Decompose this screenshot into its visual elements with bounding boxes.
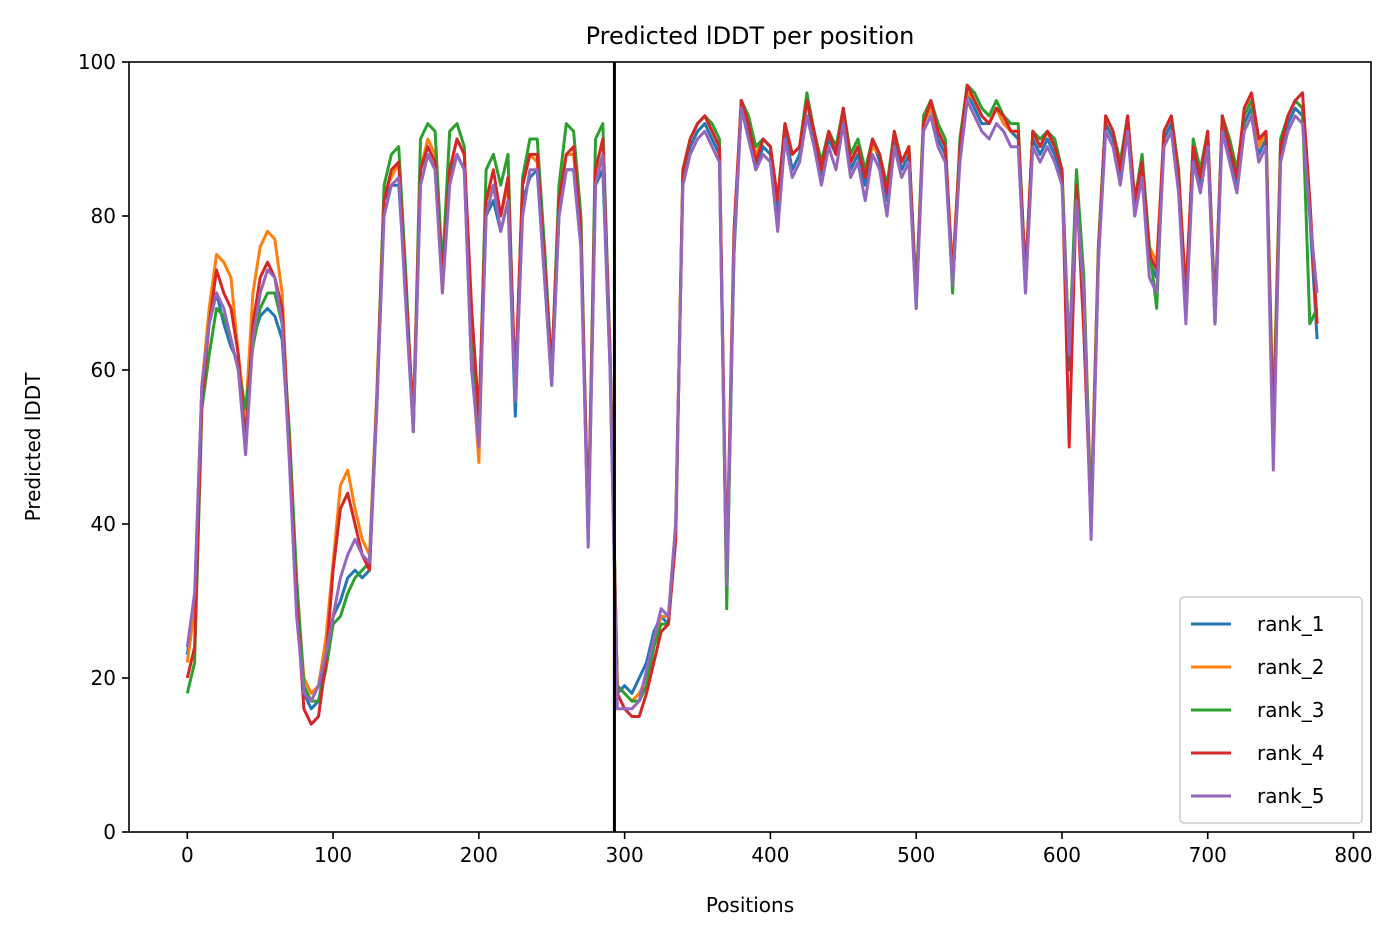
plot-frame — [128, 61, 1372, 833]
x-axis-title: Positions — [706, 893, 794, 917]
x-tick-label: 700 — [1189, 843, 1227, 867]
legend-label: rank_5 — [1257, 784, 1324, 808]
legend-label: rank_4 — [1257, 741, 1324, 765]
legend-label: rank_3 — [1257, 698, 1324, 722]
x-tick-label: 400 — [751, 843, 789, 867]
y-tick-label: 60 — [91, 358, 116, 382]
y-axis-title: Predicted lDDT — [21, 372, 45, 522]
x-axis: 0 100 200 300 400 500 600 700 800 — [181, 832, 1373, 867]
legend-box — [1179, 596, 1363, 824]
legend-label: rank_1 — [1257, 612, 1324, 636]
y-tick-label: 0 — [103, 820, 116, 844]
chart-title: Predicted lDDT per position — [586, 22, 915, 50]
legend-label: rank_2 — [1257, 655, 1324, 679]
x-tick-label: 500 — [897, 843, 935, 867]
series-layer — [185, 83, 1319, 726]
series-line-rank-5 — [185, 99, 1319, 711]
x-tick-label: 100 — [314, 843, 352, 867]
legend: rank_1 rank_2 rank_3 rank_4 rank_5 — [1179, 596, 1363, 824]
y-tick-label: 80 — [91, 204, 116, 228]
y-axis: 0 20 40 60 80 100 — [78, 50, 129, 844]
y-tick-label: 40 — [91, 512, 116, 536]
x-tick-label: 300 — [606, 843, 644, 867]
y-tick-label: 100 — [78, 50, 116, 74]
x-tick-label: 0 — [181, 843, 194, 867]
x-tick-label: 800 — [1334, 843, 1372, 867]
x-tick-label: 200 — [460, 843, 498, 867]
x-tick-label: 600 — [1043, 843, 1081, 867]
y-tick-label: 20 — [91, 666, 116, 690]
